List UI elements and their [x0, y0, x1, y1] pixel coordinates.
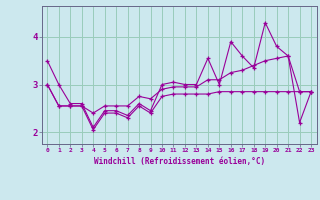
X-axis label: Windchill (Refroidissement éolien,°C): Windchill (Refroidissement éolien,°C): [94, 157, 265, 166]
